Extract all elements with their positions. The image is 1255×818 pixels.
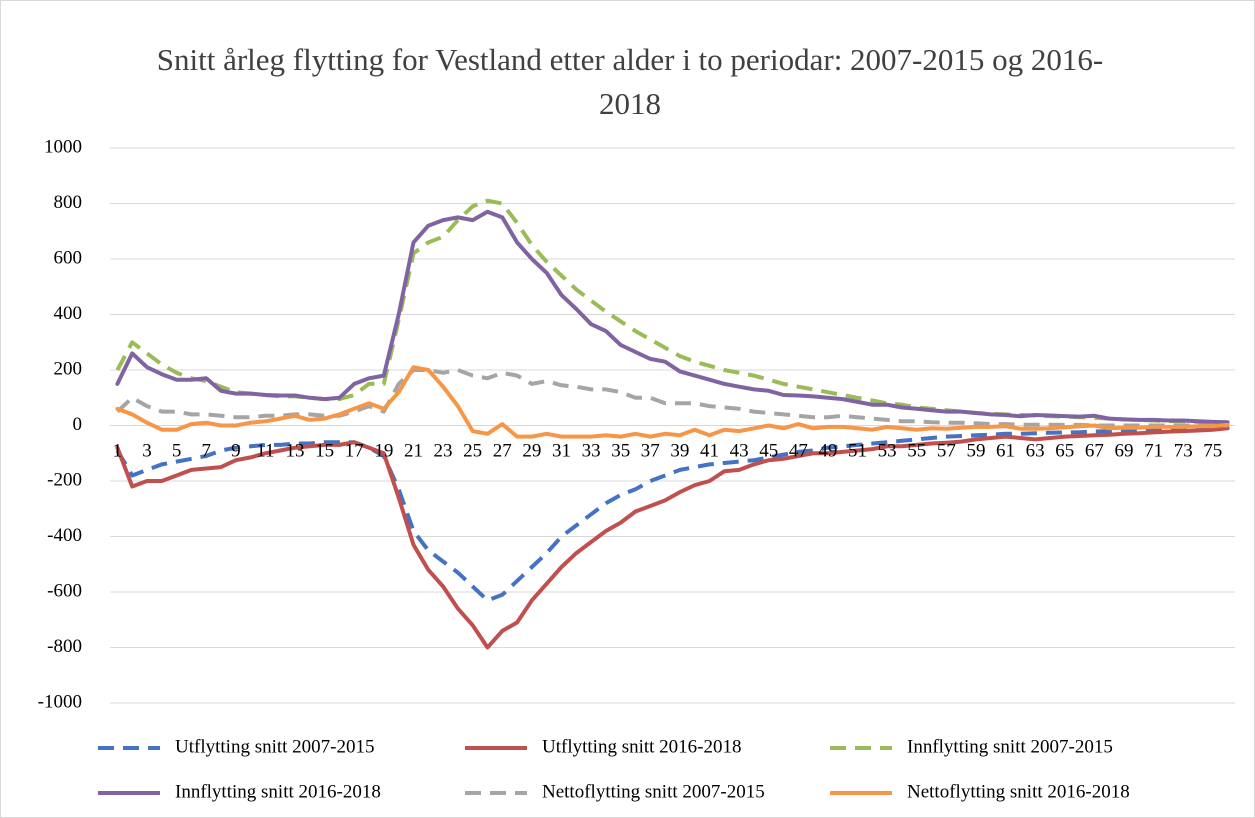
chart-title: Snitt årleg flytting for Vestland etter … [156, 42, 1104, 121]
x-tick-label: 49 [818, 440, 837, 461]
x-tick-label: 53 [878, 440, 897, 461]
x-tick-label: 13 [286, 440, 305, 461]
legend-label: Innflytting snitt 2016-2018 [175, 781, 381, 802]
y-tick-label: 600 [54, 247, 83, 268]
x-tick-label: 11 [256, 440, 274, 461]
x-tick-label: 5 [172, 440, 182, 461]
x-tick-label: 57 [937, 440, 956, 461]
series-line [115, 198, 1228, 425]
y-tick-label: 400 [54, 303, 83, 324]
series-line [115, 425, 1228, 603]
y-tick-label: -200 [47, 469, 82, 490]
x-tick-label: 21 [404, 440, 423, 461]
x-tick-label: 71 [1144, 440, 1163, 461]
y-tick-label: 0 [73, 414, 83, 435]
x-tick-label: 43 [730, 440, 749, 461]
legend-label: Utflytting snitt 2007-2015 [175, 736, 375, 757]
x-tick-label: 23 [434, 440, 453, 461]
x-tick-label: 47 [789, 440, 808, 461]
y-tick-label: -600 [47, 580, 82, 601]
y-tick-label: 1000 [44, 136, 82, 157]
legend-label: Nettoflytting snitt 2016-2018 [907, 781, 1130, 802]
series-line [115, 426, 1230, 650]
x-tick-label: 33 [582, 440, 601, 461]
legend-label: Nettoflytting snitt 2007-2015 [542, 781, 765, 802]
x-tick-label: 59 [966, 440, 985, 461]
series-line [115, 365, 1230, 439]
x-tick-label: 19 [374, 440, 393, 461]
x-tick-label: 9 [231, 440, 241, 461]
x-tick-label: 7 [201, 440, 211, 461]
x-tick-label: 15 [315, 440, 334, 461]
x-tick-label: 27 [493, 440, 512, 461]
legend-label: Utflytting snitt 2016-2018 [542, 736, 742, 757]
x-tick-label: 37 [641, 440, 660, 461]
x-tick-label: 63 [1026, 440, 1045, 461]
y-tick-label: 800 [54, 192, 83, 213]
x-tick-label: 67 [1085, 440, 1104, 461]
series-line [115, 209, 1230, 425]
x-tick-label: 39 [670, 440, 689, 461]
y-tick-label: -800 [47, 636, 82, 657]
x-tick-label: 25 [463, 440, 482, 461]
y-tick-label: -1000 [38, 691, 82, 712]
x-tick-label: 65 [1055, 440, 1074, 461]
x-tick-label: 29 [522, 440, 541, 461]
x-tick-label: 73 [1174, 440, 1193, 461]
x-tick-label: 1 [113, 440, 123, 461]
x-tick-label: 3 [142, 440, 152, 461]
y-tick-label: 200 [54, 358, 83, 379]
x-tick-label: 51 [848, 440, 867, 461]
x-tick-label: 69 [1114, 440, 1133, 461]
x-tick-label: 55 [907, 440, 926, 461]
y-tick-label: -400 [47, 525, 82, 546]
x-tick-label: 75 [1203, 440, 1222, 461]
legend-label: Innflytting snitt 2007-2015 [907, 736, 1113, 757]
x-tick-label: 31 [552, 440, 571, 461]
x-tick-label: 35 [611, 440, 630, 461]
x-tick-label: 45 [759, 440, 778, 461]
x-tick-label: 61 [996, 440, 1015, 461]
x-tick-label: 17 [345, 440, 364, 461]
x-tick-label: 41 [700, 440, 719, 461]
